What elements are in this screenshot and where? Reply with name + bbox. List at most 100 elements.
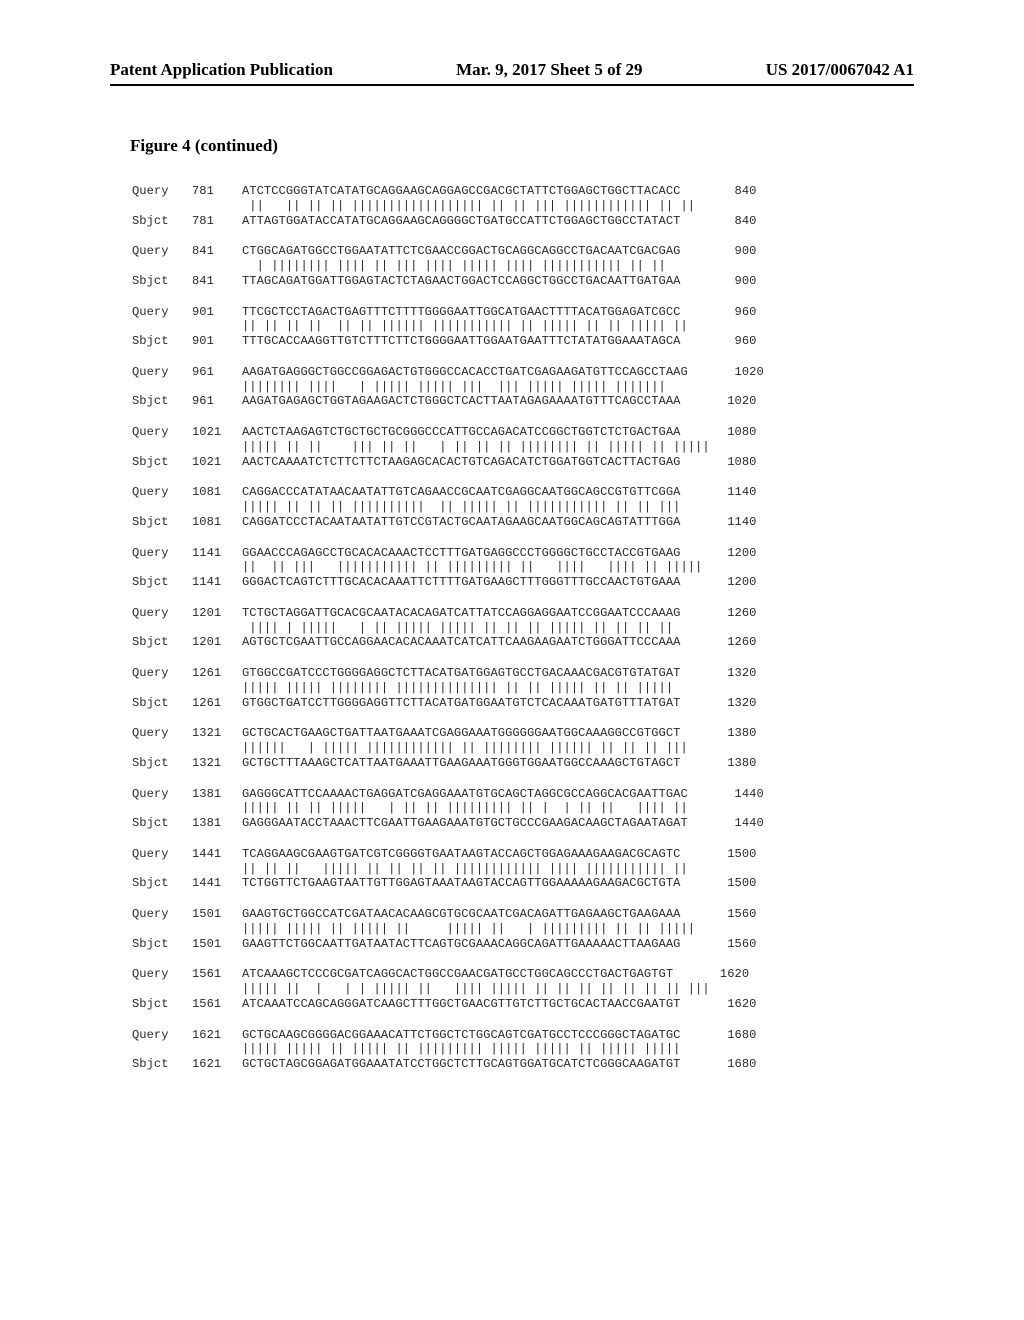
alignment-query-row: Query1201TCTGCTAGGATTGCACGCAATACACAGATCA…	[132, 606, 914, 621]
row-label: Query	[132, 485, 192, 500]
row-start-pos: 1201	[192, 635, 242, 650]
row-start-pos: 1021	[192, 425, 242, 440]
row-label	[132, 741, 192, 756]
alignment-match-row: ||||| ||||| || ||||| || ||||| || | |||||…	[132, 922, 914, 937]
header-publication: Patent Application Publication	[110, 60, 333, 80]
alignment-sbjct-row: Sbjct901TTTGCACCAAGGTTGTCTTTCTTCTGGGGAAT…	[132, 334, 914, 349]
row-label: Query	[132, 907, 192, 922]
row-start-pos: 1081	[192, 485, 242, 500]
row-start-pos: 1621	[192, 1057, 242, 1072]
alignment-query-row: Query1621GCTGCAAGCGGGGACGGAAACATTCTGGCTC…	[132, 1028, 914, 1043]
row-start-pos: 1321	[192, 756, 242, 771]
alignment-query-row: Query1081CAGGACCCATATAACAATATTGTCAGAACCG…	[132, 485, 914, 500]
row-end-pos: 1500	[680, 847, 756, 862]
row-start-pos: 1261	[192, 696, 242, 711]
row-label: Sbjct	[132, 756, 192, 771]
row-end-pos	[695, 922, 771, 937]
row-label: Sbjct	[132, 515, 192, 530]
row-label: Sbjct	[132, 214, 192, 229]
row-start-pos	[192, 801, 242, 816]
row-sequence: || || || ||||| || || || || |||||||||||| …	[242, 862, 702, 877]
row-sequence: ATCTCCGGGTATCATATGCAGGAAGCAGGAGCCGACGCTA…	[242, 184, 680, 199]
row-label: Sbjct	[132, 696, 192, 711]
alignment-sbjct-row: Sbjct1321GCTGCTTTAAAGCTCATTAATGAAATTGAAG…	[132, 756, 914, 771]
row-label: Query	[132, 244, 192, 259]
alignment-sbjct-row: Sbjct1201AGTGCTCGAATTGCCAGGAACACACAAATCA…	[132, 635, 914, 650]
row-end-pos	[695, 380, 771, 395]
row-end-pos: 1380	[680, 726, 756, 741]
row-label: Query	[132, 666, 192, 681]
row-start-pos: 1201	[192, 606, 242, 621]
alignment-query-row: Query1261GTGGCCGATCCCTGGGGAGGCTCTTACATGA…	[132, 666, 914, 681]
header-pub-number: US 2017/0067042 A1	[766, 60, 914, 80]
row-start-pos	[192, 560, 242, 575]
row-start-pos: 841	[192, 274, 242, 289]
row-label: Query	[132, 546, 192, 561]
row-sequence: TCTGCTAGGATTGCACGCAATACACAGATCATTATCCAGG…	[242, 606, 680, 621]
row-start-pos	[192, 621, 242, 636]
alignment-block: Query1021AACTCTAAGAGTCTGCTGCTGCGGGCCCATT…	[132, 425, 914, 469]
sequence-alignment: Query781ATCTCCGGGTATCATATGCAGGAAGCAGGAGC…	[132, 184, 914, 1072]
row-sequence: GGGACTCAGTCTTTGCACACAAATTCTTTTGATGAAGCTT…	[242, 575, 680, 590]
alignment-sbjct-row: Sbjct1561ATCAAATCCAGCAGGGATCAAGCTTTGGCTG…	[132, 997, 914, 1012]
row-end-pos	[702, 862, 778, 877]
row-start-pos	[192, 440, 242, 455]
row-end-pos: 1560	[680, 937, 756, 952]
alignment-match-row: ||||| || || ||||| | || || ||||||||| || |…	[132, 801, 914, 816]
row-label: Query	[132, 847, 192, 862]
row-label: Sbjct	[132, 937, 192, 952]
row-sequence: GCTGCACTGAAGCTGATTAATGAAATCGAGGAAATGGGGG…	[242, 726, 680, 741]
row-sequence: GGAACCCAGAGCCTGCACACAAACTCCTTTGATGAGGCCC…	[242, 546, 680, 561]
row-sequence: || || || || |||||||||||||||||| || || |||…	[242, 199, 695, 214]
row-sequence: TTTGCACCAAGGTTGTCTTTCTTCTGGGGAATTGGAATGA…	[242, 334, 680, 349]
row-end-pos: 1500	[680, 876, 756, 891]
alignment-sbjct-row: Sbjct1261GTGGCTGATCCTTGGGGAGGTTCTTACATGA…	[132, 696, 914, 711]
row-label: Query	[132, 967, 192, 982]
row-start-pos: 1501	[192, 937, 242, 952]
row-sequence: ||||| || || ||| || || | || || || |||||||…	[242, 440, 710, 455]
row-sequence: TCAGGAAGCGAAGTGATCGTCGGGGTGAATAAGTACCAGC…	[242, 847, 680, 862]
row-label	[132, 199, 192, 214]
row-label: Sbjct	[132, 635, 192, 650]
alignment-block: Query1141GGAACCCAGAGCCTGCACACAAACTCCTTTG…	[132, 546, 914, 590]
row-end-pos: 1320	[680, 666, 756, 681]
row-sequence: CAGGACCCATATAACAATATTGTCAGAACCGCAATCGAGG…	[242, 485, 680, 500]
row-end-pos: 960	[680, 305, 756, 320]
row-sequence: CTGGCAGATGGCCTGGAATATTCTCGAACCGGACTGCAGG…	[242, 244, 680, 259]
alignment-sbjct-row: Sbjct1501GAAGTTCTGGCAATTGATAATACTTCAGTGC…	[132, 937, 914, 952]
alignment-match-row: ||||| ||||| || ||||| || ||||||||| ||||| …	[132, 1042, 914, 1057]
alignment-sbjct-row: Sbjct961AAGATGAGAGCTGGTAGAAGACTCTGGGCTCA…	[132, 394, 914, 409]
row-label	[132, 1042, 192, 1057]
row-start-pos: 781	[192, 184, 242, 199]
row-end-pos: 1140	[680, 515, 756, 530]
row-start-pos: 1561	[192, 997, 242, 1012]
row-start-pos	[192, 862, 242, 877]
row-start-pos: 961	[192, 365, 242, 380]
row-sequence: GCTGCTTTAAAGCTCATTAATGAAATTGAAGAAATGGGTG…	[242, 756, 680, 771]
row-sequence: AAGATGAGAGCTGGTAGAAGACTCTGGGCTCACTTAATAG…	[242, 394, 680, 409]
row-end-pos: 1380	[680, 756, 756, 771]
alignment-block: Query1501GAAGTGCTGGCCATCGATAACACAAGCGTGC…	[132, 907, 914, 951]
row-label	[132, 259, 192, 274]
row-sequence: TTCGCTCCTAGACTGAGTTTCTTTTGGGGAATTGGCATGA…	[242, 305, 680, 320]
row-end-pos	[695, 500, 771, 515]
alignment-match-row: || || || ||||| || || || || |||||||||||| …	[132, 862, 914, 877]
row-label	[132, 681, 192, 696]
row-label	[132, 922, 192, 937]
row-end-pos	[702, 801, 778, 816]
row-start-pos	[192, 922, 242, 937]
row-label	[132, 862, 192, 877]
row-label: Query	[132, 726, 192, 741]
row-start-pos: 1381	[192, 787, 242, 802]
row-start-pos	[192, 319, 242, 334]
row-start-pos: 781	[192, 214, 242, 229]
row-sequence: CAGGATCCCTACAATAATATTGTCCGTACTGCAATAGAAG…	[242, 515, 680, 530]
row-end-pos: 900	[680, 244, 756, 259]
alignment-match-row: || || || || |||||||||||||||||| || || |||…	[132, 199, 914, 214]
row-end-pos	[710, 982, 786, 997]
row-end-pos: 1440	[688, 787, 764, 802]
row-label: Sbjct	[132, 334, 192, 349]
row-end-pos	[710, 440, 786, 455]
row-sequence: GCTGCTAGCGGAGATGGAAATATCCTGGCTCTTGCAGTGG…	[242, 1057, 680, 1072]
row-sequence: GAAGTTCTGGCAATTGATAATACTTCAGTGCGAAACAGGC…	[242, 937, 680, 952]
